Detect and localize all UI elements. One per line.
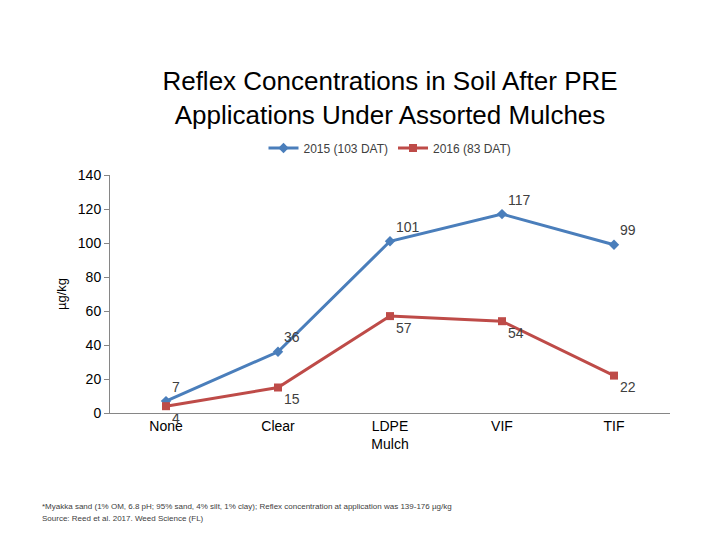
svg-text:0: 0 bbox=[93, 405, 101, 421]
svg-text:80: 80 bbox=[86, 269, 102, 285]
svg-text:µg/kg: µg/kg bbox=[54, 278, 69, 310]
svg-text:101: 101 bbox=[396, 219, 420, 235]
svg-text:None: None bbox=[149, 418, 183, 434]
svg-text:117: 117 bbox=[508, 192, 531, 208]
svg-text:2015 (103 DAT): 2015 (103 DAT) bbox=[304, 142, 389, 156]
svg-text:15: 15 bbox=[284, 391, 300, 407]
svg-text:Source: Reed et al. 2017. Weed: Source: Reed et al. 2017. Weed Science (… bbox=[42, 514, 204, 523]
svg-text:TIF: TIF bbox=[604, 418, 625, 434]
svg-text:36: 36 bbox=[284, 329, 300, 345]
svg-text:2016 (83 DAT): 2016 (83 DAT) bbox=[433, 142, 511, 156]
svg-text:7: 7 bbox=[172, 379, 180, 395]
svg-text:22: 22 bbox=[620, 379, 636, 395]
svg-text:40: 40 bbox=[86, 337, 102, 353]
svg-text:*Myakka sand (1% OM, 6.8 pH; 9: *Myakka sand (1% OM, 6.8 pH; 95% sand, 4… bbox=[42, 502, 452, 511]
svg-text:57: 57 bbox=[396, 320, 412, 336]
svg-text:Reflex Concentrations in Soil: Reflex Concentrations in Soil After PREA… bbox=[162, 66, 617, 130]
svg-text:4: 4 bbox=[172, 410, 180, 426]
svg-text:Clear: Clear bbox=[261, 418, 295, 434]
svg-text:100: 100 bbox=[78, 235, 102, 251]
svg-text:20: 20 bbox=[86, 371, 102, 387]
svg-text:140: 140 bbox=[78, 167, 102, 183]
svg-text:VIF: VIF bbox=[491, 418, 513, 434]
svg-text:LDPEMulch: LDPEMulch bbox=[371, 418, 408, 452]
svg-text:60: 60 bbox=[86, 303, 102, 319]
svg-text:99: 99 bbox=[620, 222, 636, 238]
svg-text:120: 120 bbox=[78, 201, 102, 217]
svg-text:54: 54 bbox=[508, 325, 524, 341]
